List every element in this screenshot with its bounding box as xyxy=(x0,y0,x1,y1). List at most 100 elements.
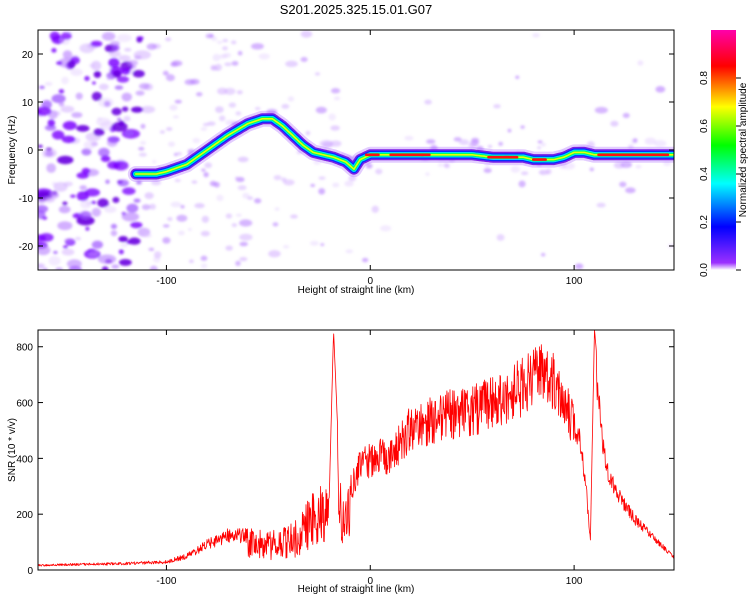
spectrogram-noise-blob xyxy=(68,265,82,270)
spectrogram-noise-blob xyxy=(60,32,72,40)
spectrogram-noise-blob xyxy=(239,219,253,227)
spectrogram-noise-blob xyxy=(254,198,262,204)
spectrogram-noise-blob xyxy=(159,130,166,134)
spectrogram-noise-blob xyxy=(487,144,493,149)
spectrogram-noise-blob xyxy=(98,147,110,157)
spectrogram-noise-blob xyxy=(60,105,75,113)
spectrogram-noise-blob xyxy=(424,99,432,105)
spectrogram-noise-blob xyxy=(61,135,76,144)
spectrogram-noise-blob xyxy=(61,76,69,85)
spectrogram-xtick-label: 100 xyxy=(566,276,583,287)
spectrogram-noise-blob xyxy=(121,212,140,222)
spectrogram-ytick-label: 20 xyxy=(22,50,34,61)
spectrogram-noise-blob xyxy=(586,141,595,149)
spectrogram-noise-blob xyxy=(237,185,247,191)
spectrogram-xlabel: Height of straight line (km) xyxy=(298,285,415,296)
spectrogram-noise-blob xyxy=(237,50,243,56)
spectrogram-noise-blob xyxy=(162,237,171,244)
spectrogram-noise-blob xyxy=(204,162,213,169)
spectrogram-xtick-label: -100 xyxy=(156,276,176,287)
spectrogram-noise-blob xyxy=(379,225,392,232)
spectrogram-noise-blob xyxy=(162,70,169,76)
spectrogram-noise-blob xyxy=(281,104,290,109)
spectrogram-noise-blob xyxy=(51,94,66,104)
spectrogram-noise-blob xyxy=(540,252,546,257)
spectrogram-noise-blob xyxy=(239,233,253,241)
spectrogram-noise-blob xyxy=(38,234,47,242)
spectrogram-noise-blob xyxy=(81,148,92,156)
spectrogram-noise-blob xyxy=(66,259,82,269)
spectrogram-noise-blob xyxy=(144,192,154,200)
spectrogram-noise-blob xyxy=(93,128,105,136)
spectrogram-noise-blob xyxy=(219,54,228,59)
spectrogram-noise-blob xyxy=(42,267,48,270)
spectrogram-noise-blob xyxy=(594,106,608,114)
spectrogram-noise-blob xyxy=(285,60,298,67)
colorbar-tick-label: 0.4 xyxy=(699,167,710,181)
spectrogram-noise-blob xyxy=(231,223,238,228)
spectrogram-noise-blob xyxy=(71,112,83,118)
spectrogram-noise-blob xyxy=(38,245,51,256)
spectrogram-noise-blob xyxy=(192,137,201,144)
spectrogram-noise-blob xyxy=(493,104,501,109)
spectrogram-noise-blob xyxy=(202,122,210,127)
spectrogram-noise-blob xyxy=(225,213,233,219)
spectrogram-noise-blob xyxy=(44,124,57,131)
spectrogram-noise-blob xyxy=(61,248,75,256)
spectrogram-noise-blob xyxy=(118,54,131,62)
spectrogram-noise-blob xyxy=(90,200,97,205)
spectrogram-noise-blob xyxy=(296,150,303,155)
spectrogram-noise-blob xyxy=(610,120,619,127)
spectrogram-noise-blob xyxy=(58,101,65,107)
spectrogram-noise-blob xyxy=(443,162,450,168)
snr-axes: -100 0 100 0 200 400 600 800 xyxy=(16,330,674,587)
spectrogram-noise-blob xyxy=(235,111,242,116)
spectrogram-noise-blob xyxy=(520,125,525,129)
spectrogram-noise-blob xyxy=(515,75,520,80)
spectrogram-noise-blob xyxy=(314,72,321,76)
spectrogram-noise-blob xyxy=(57,155,74,165)
spectrogram-noise-blob xyxy=(281,177,287,183)
spectrogram-noise-blob xyxy=(88,250,99,257)
spectrogram-noise-blob xyxy=(62,201,68,206)
spectrogram-noise-blob xyxy=(47,119,56,127)
spectrogram-noise-blob xyxy=(130,221,143,229)
spectrogram-noise-blob xyxy=(48,256,61,266)
spectrogram-noise-blob xyxy=(507,128,512,133)
spectrogram-noise-blob xyxy=(225,245,233,251)
spectrogram-noise-blob xyxy=(53,181,68,192)
spectrogram-noise-blob xyxy=(268,250,281,258)
spectrogram-noise-blob xyxy=(149,265,158,270)
spectrogram-noise-blob xyxy=(147,247,155,251)
spectrogram-noise-blob xyxy=(83,140,96,150)
spectrogram-noise-blob xyxy=(167,216,173,222)
spectrogram-noise-blob xyxy=(170,201,182,208)
spectrogram-noise-blob xyxy=(619,181,627,188)
spectrogram-noise-blob xyxy=(200,263,208,269)
spectrogram-noise-blob xyxy=(38,106,52,116)
spectrogram-noise-blob xyxy=(318,176,326,180)
spectrogram-noise-blob xyxy=(187,152,192,156)
spectrogram-noise-blob xyxy=(330,125,340,131)
spectrogram-noise-blob xyxy=(166,127,173,131)
spectrogram-noise-blob xyxy=(140,123,146,129)
snr-panel: -100 0 100 0 200 400 600 800 Height of straight… xyxy=(7,329,675,595)
spectrogram-noise-blob xyxy=(51,130,65,140)
spectrogram-noise-blob xyxy=(97,254,117,264)
spectrogram-noise-blob xyxy=(75,236,81,241)
spectrogram-noise-blob xyxy=(188,228,192,232)
spectrogram-noise-blob xyxy=(165,37,172,42)
colorbar-gradient xyxy=(711,30,736,270)
spectrogram-noise-blob xyxy=(85,226,90,231)
spectrogram-noise-blob xyxy=(625,187,636,194)
spectrogram-noise-blob xyxy=(98,97,114,108)
spectrogram-noise-blob xyxy=(63,245,68,249)
spectrogram-noise-blob xyxy=(174,99,182,104)
snr-frame xyxy=(37,329,675,571)
spectrogram-noise-blob xyxy=(485,162,490,167)
spectrogram-noise-blob xyxy=(101,32,116,41)
spectrogram-noise-blob xyxy=(361,257,369,263)
spectrogram-noise-blob xyxy=(663,160,672,167)
spectrogram-noise-blob xyxy=(90,40,103,47)
